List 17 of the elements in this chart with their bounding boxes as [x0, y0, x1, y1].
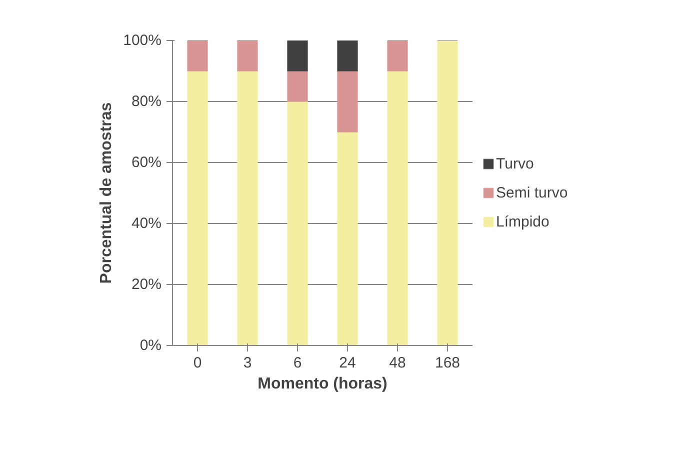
x-tick-label: 0 — [193, 354, 202, 372]
x-axis-title: Momento (horas) — [258, 376, 388, 392]
y-tick-label: 0% — [140, 337, 162, 354]
y-tick-label: 100% — [123, 32, 162, 49]
x-tick-label: 6 — [293, 354, 302, 372]
legend-label: Límpido — [496, 213, 550, 230]
x-tick-label: 48 — [389, 354, 406, 372]
x-tick-label: 24 — [339, 354, 356, 372]
y-tick-label: 20% — [131, 276, 162, 293]
x-tick-label: 3 — [243, 354, 252, 372]
y-tick-label: 80% — [131, 93, 162, 110]
legend-label: Turvo — [496, 155, 534, 172]
y-axis-title: Porcentual de amostras — [98, 102, 116, 284]
y-tick-label: 60% — [131, 154, 162, 171]
x-tick-label: 168 — [434, 354, 460, 372]
y-tick-label: 40% — [131, 215, 162, 232]
legend-label: Semi turvo — [496, 184, 568, 201]
